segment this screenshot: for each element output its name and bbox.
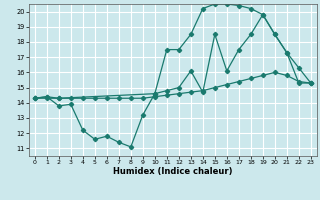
X-axis label: Humidex (Indice chaleur): Humidex (Indice chaleur) [113, 167, 233, 176]
